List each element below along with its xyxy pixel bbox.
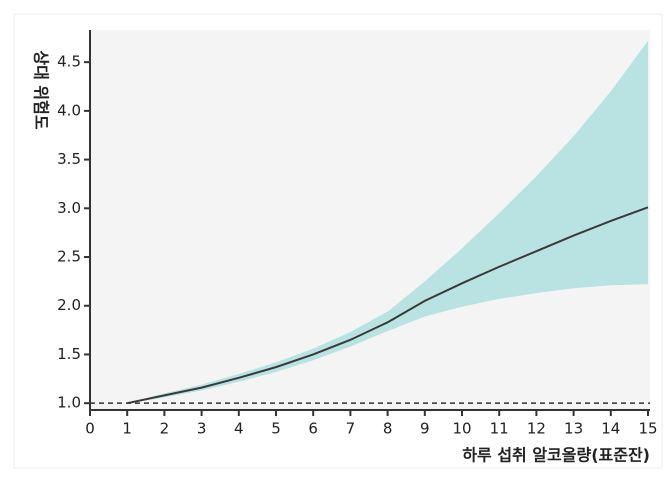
x-tick-label: 15 (638, 420, 657, 438)
y-tick-label: 2.0 (57, 296, 81, 314)
x-tick-label: 12 (527, 420, 546, 438)
risk-line (126, 206, 649, 405)
x-tick-label: 13 (564, 420, 583, 438)
x-tick-label: 14 (601, 420, 620, 438)
y-tick-label: 1.5 (57, 345, 81, 363)
x-tick-label: 10 (452, 420, 471, 438)
y-tick-label: 4.0 (57, 101, 81, 119)
x-tick-label: 8 (383, 420, 393, 438)
x-tick-label: 1 (122, 420, 132, 438)
x-tick-label: 5 (271, 420, 281, 438)
y-tick-label: 3.0 (57, 199, 81, 217)
x-tick-label: 9 (420, 420, 430, 438)
x-tick-label: 6 (308, 420, 318, 438)
confidence-band (127, 40, 648, 404)
x-tick-label: 2 (160, 420, 170, 438)
x-tick-label: 7 (346, 420, 356, 438)
x-tick-label: 0 (85, 420, 95, 438)
y-tick-label: 3.5 (57, 150, 81, 168)
x-tick-label: 4 (234, 420, 244, 438)
y-tick-label: 1.0 (57, 394, 81, 412)
x-tick-label: 11 (490, 420, 509, 438)
x-tick-label: 3 (197, 420, 207, 438)
x-axis-label: 하루 섭취 알코올량(표준잔) (462, 446, 650, 465)
y-tick-label: 2.5 (57, 248, 81, 266)
y-axis-label: 상대 위험도 (32, 50, 51, 129)
y-tick-label: 4.5 (57, 53, 81, 71)
